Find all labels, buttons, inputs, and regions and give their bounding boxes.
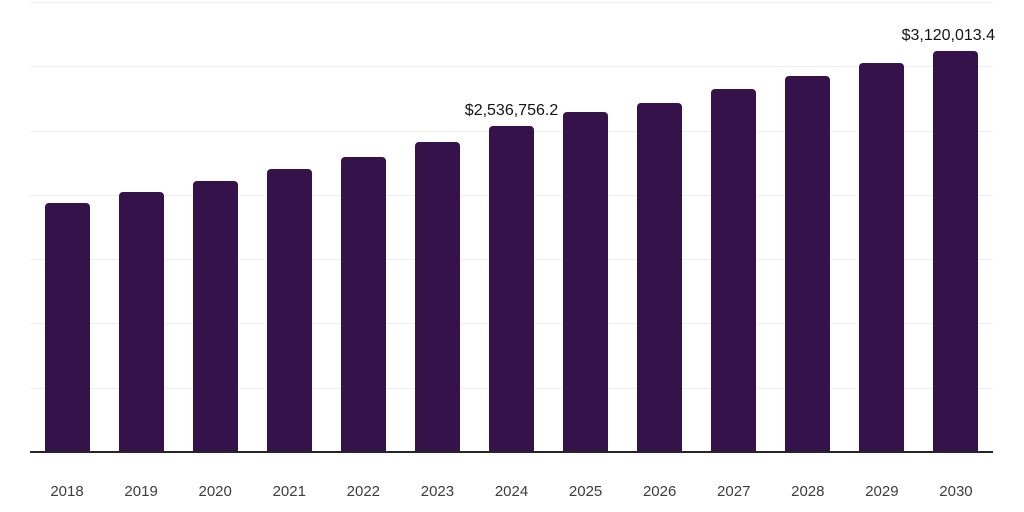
- x-axis-label-2021: 2021: [272, 483, 306, 500]
- gridline: [30, 66, 993, 68]
- bar-slot-2030: [919, 2, 993, 452]
- value-label-2030: $3,120,013.4: [901, 26, 995, 44]
- x-axis-labels: 2018 2019 2020 2021 2022 2023 2024 2025 2026 2027…: [30, 482, 993, 502]
- x-axis-label-2026: 2026: [642, 483, 677, 500]
- bar-slot-2019: [104, 2, 178, 452]
- x-axis-label-2024: 2024: [494, 483, 529, 500]
- bar-2030[interactable]: [933, 50, 979, 452]
- bar-slot-2029: [845, 2, 919, 452]
- x-axis-label-2022: 2022: [346, 483, 381, 500]
- bar-slot-2020: [178, 2, 252, 452]
- bar-slot-2025: [549, 2, 623, 452]
- bar-2029[interactable]: [859, 63, 905, 452]
- bar-2018[interactable]: [44, 202, 90, 452]
- bar-slot-2023: [400, 2, 474, 452]
- x-axis-line: [30, 451, 993, 453]
- bar-slot-2021: [252, 2, 326, 452]
- bar-slot-2024: [474, 2, 548, 452]
- value-label-2024: $2,536,756.2: [464, 101, 559, 119]
- bar-slot-2026: [623, 2, 697, 452]
- gridline: [30, 2, 993, 3]
- bar-slot-2022: [326, 2, 400, 452]
- bar-2025[interactable]: [563, 111, 609, 452]
- x-axis-label-2023: 2023: [420, 483, 455, 500]
- bar-slot-2028: [771, 2, 845, 452]
- x-axis-label-2030: 2030: [939, 483, 973, 500]
- bar-slot-2018: [30, 2, 104, 452]
- x-axis-label-2018: 2018: [50, 483, 84, 500]
- bar-2021[interactable]: [266, 169, 312, 452]
- bar-slot-2027: [697, 2, 771, 452]
- x-axis-label-2020: 2020: [198, 483, 232, 500]
- x-axis-label-2019: 2019: [124, 483, 158, 500]
- x-axis-label-2029: 2029: [865, 483, 899, 500]
- x-axis-label-2028: 2028: [791, 483, 825, 500]
- x-axis-label-2025: 2025: [568, 483, 603, 500]
- bar-2027[interactable]: [711, 88, 757, 452]
- bars-layer: [30, 2, 993, 452]
- bar-2020[interactable]: [192, 180, 238, 452]
- bar-2026[interactable]: [637, 102, 683, 452]
- bar-2023[interactable]: [414, 142, 460, 452]
- bar-2024[interactable]: [489, 125, 534, 452]
- bar-2022[interactable]: [340, 156, 386, 452]
- x-axis-label-2027: 2027: [717, 483, 751, 500]
- bar-2019[interactable]: [118, 191, 164, 452]
- plot-area: $2,536,756.2 $3,120,013.4: [30, 2, 995, 453]
- bar-2028[interactable]: [785, 76, 831, 452]
